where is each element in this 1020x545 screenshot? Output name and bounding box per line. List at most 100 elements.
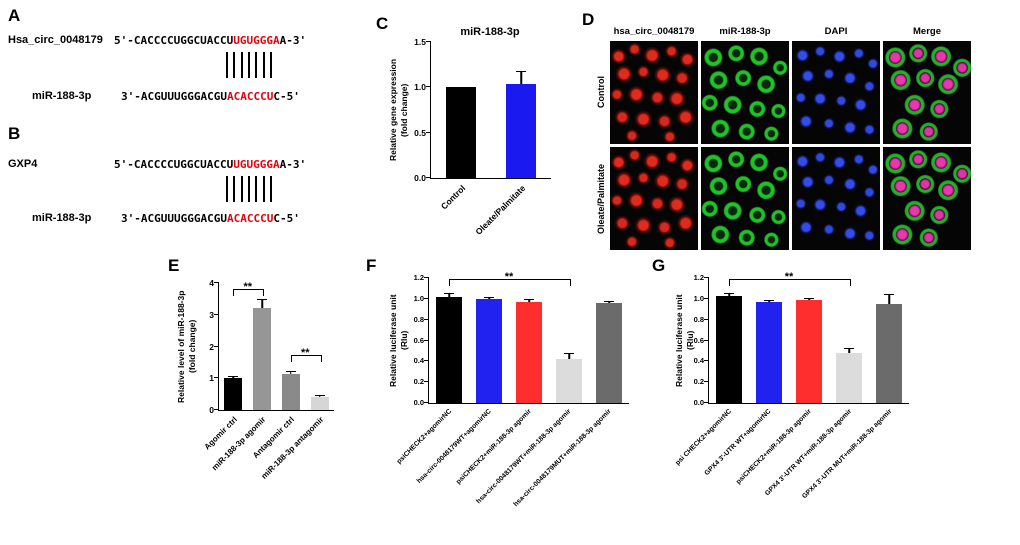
panel-f-luciferase-bar-chart: F Relative luciferase unit (Rlu) 0.0 0.2 0… bbox=[366, 256, 658, 543]
y-tick-label: 2 bbox=[209, 341, 214, 352]
error-bar bbox=[285, 370, 296, 374]
y-tick-label: 0.4 bbox=[693, 356, 704, 366]
mirna-name: miR-188-3p bbox=[32, 90, 92, 102]
x-tick-label: psiCHECK2+miR-188-3p agomir bbox=[455, 408, 533, 486]
error-bar bbox=[844, 347, 854, 353]
panel-f-label: F bbox=[366, 256, 377, 275]
y-tick-mark bbox=[214, 377, 219, 379]
y-tick-mark bbox=[214, 345, 219, 347]
error-bar bbox=[804, 297, 814, 300]
panel-d-micrograph-grid: D hsa_circ_0048179 miR-188-3p DAPI Merge… bbox=[576, 8, 1020, 258]
y-tick-label: 0.0 bbox=[414, 173, 426, 183]
column-header-dapi: DAPI bbox=[824, 26, 848, 37]
micrograph-oleate-mirna bbox=[701, 147, 789, 250]
significance-label: ** bbox=[300, 347, 310, 360]
y-tick-label: 0.2 bbox=[413, 377, 424, 387]
error-bar bbox=[604, 300, 614, 303]
plot-area: 0.0 0.2 0.4 0.6 0.8 1.0 1.2 ** bbox=[694, 271, 909, 407]
y-tick-mark bbox=[424, 339, 429, 341]
panel-e-label: E bbox=[168, 256, 180, 275]
circrna-name: Hsa_circ_0048179 bbox=[8, 34, 103, 46]
y-tick-label: 0.8 bbox=[413, 314, 424, 324]
micrograph-oleate-circrna bbox=[610, 147, 698, 250]
significance-label: ** bbox=[243, 280, 253, 293]
y-tick-mark bbox=[704, 381, 709, 383]
x-tick-label: GPX4 3'-UTR WT+miR-188-3p agomir bbox=[763, 408, 853, 498]
error-bar bbox=[564, 353, 574, 359]
bar-f-2 bbox=[516, 301, 542, 403]
y-tick-mark bbox=[426, 177, 431, 178]
bar-e-1 bbox=[253, 308, 272, 410]
panel-d-label: D bbox=[582, 10, 595, 29]
y-tick-mark bbox=[424, 402, 429, 403]
error-bar bbox=[314, 395, 325, 397]
micrograph-column-headers: hsa_circ_0048179 miR-188-3p DAPI Merge bbox=[610, 26, 971, 37]
y-tick-label: 0.4 bbox=[413, 356, 424, 366]
y-tick-label: 0.5 bbox=[414, 127, 426, 138]
panel-e-mirna-level-bar-chart: E Relative level of miR-188-3p (fold cha… bbox=[168, 256, 387, 541]
bar-e-0 bbox=[224, 378, 243, 410]
micrograph-control-mirna bbox=[701, 41, 789, 144]
panel-c-expression-bar-chart: C miR-188-3p Relative gene expression (f… bbox=[368, 14, 583, 274]
y-tick-mark bbox=[426, 41, 431, 42]
y-tick-label: 3 bbox=[209, 309, 214, 320]
y-tick-mark bbox=[704, 360, 709, 362]
micrograph-grid bbox=[610, 41, 971, 250]
y-tick-mark bbox=[704, 318, 709, 320]
x-tick-label: Oleate/Palmitate bbox=[473, 183, 528, 237]
mirna-sequence: 3'-ACGUUUGGGACGUACACCCUC-5' bbox=[121, 90, 300, 103]
sequence-suffix: A-3' bbox=[279, 34, 307, 47]
y-tick-mark bbox=[424, 318, 429, 320]
sequence-suffix: C-5' bbox=[273, 212, 300, 225]
panel-c-label: C bbox=[376, 14, 389, 33]
error-bar bbox=[228, 375, 239, 379]
y-tick-mark bbox=[214, 282, 219, 283]
plot-area: 0.0 0.2 0.4 0.6 0.8 1.0 1.2 ** bbox=[414, 271, 629, 407]
sequence-prefix: 3'-ACGUUUGGGACGU bbox=[121, 212, 227, 225]
significance-bracket bbox=[233, 288, 265, 296]
row-label-oleate-palmitate: Oleate/Palmitate bbox=[596, 163, 606, 234]
sequence-suffix: A-3' bbox=[279, 158, 307, 171]
panel-a-label: A bbox=[8, 6, 21, 25]
y-tick-label: 4 bbox=[209, 278, 214, 288]
sequence-prefix: 5'-CACCCCUGGCUACCU bbox=[114, 158, 234, 171]
bar-c-1 bbox=[506, 83, 536, 178]
x-tick-label: psiCHECK2+miR-188-3p agomir bbox=[735, 408, 813, 486]
bar-e-3 bbox=[310, 397, 329, 410]
column-header-merge: Merge bbox=[913, 26, 941, 37]
gene-sequence: 5'-CACCCCUGGCUACCUUGUGGGAA-3' bbox=[114, 158, 306, 171]
y-axis-label: Relative gene expression (fold change) bbox=[388, 58, 409, 162]
sequence-prefix: 5'-CACCCCUGGCUACCU bbox=[114, 34, 234, 47]
plot-area: 0 1 2 3 4 ** ** bbox=[209, 278, 334, 415]
panel-b-sequence-alignment: B GXP4 5'-CACCCCUGGCUACCUUGUGGGAA-3' miR… bbox=[8, 122, 368, 238]
error-bar bbox=[516, 70, 526, 84]
y-tick-label: 1.2 bbox=[693, 273, 704, 282]
seed-sequence: UGUGGGA bbox=[233, 158, 280, 171]
significance-bracket bbox=[449, 279, 571, 287]
y-tick-label: 1.0 bbox=[414, 82, 426, 93]
y-tick-label: 0 bbox=[209, 405, 214, 415]
y-tick-mark bbox=[424, 360, 429, 362]
bar-e-2 bbox=[281, 373, 300, 410]
y-tick-label: 1 bbox=[209, 373, 214, 384]
x-tick-label: GPX4 3'-UTR MUT+miR-188-3p agomir bbox=[800, 408, 893, 501]
y-tick-label: 0.0 bbox=[693, 398, 704, 407]
error-bar bbox=[257, 299, 268, 308]
x-axis-labels: psiCHECK2+agomirNC hsa-circ-0048179WT+ago… bbox=[396, 405, 628, 535]
y-tick-mark bbox=[424, 277, 429, 278]
x-tick-label: hsa-circ-0048179WT+agomirNC bbox=[416, 408, 493, 485]
y-tick-label: 0.0 bbox=[413, 398, 424, 407]
bar-g-1 bbox=[756, 301, 782, 403]
y-tick-mark bbox=[214, 409, 219, 410]
plot-area: 0.0 0.5 1.0 1.5 bbox=[414, 37, 551, 183]
bar-f-0 bbox=[436, 296, 462, 403]
y-tick-label: 1.0 bbox=[693, 293, 704, 303]
y-tick-mark bbox=[704, 402, 709, 403]
bar-f-3 bbox=[556, 359, 582, 403]
mirna-sequence: 3'-ACGUUUGGGACGUACACCCUC-5' bbox=[121, 212, 300, 225]
y-tick-mark bbox=[424, 297, 429, 299]
micrograph-control-dapi bbox=[792, 41, 880, 144]
x-axis-labels: psi CHECK2+agomirNC GPX4 3'-UTR WT+agomir… bbox=[674, 405, 908, 535]
x-tick-label: miR-188-3p agomir bbox=[210, 415, 268, 473]
sequence-suffix: C-5' bbox=[273, 90, 300, 103]
